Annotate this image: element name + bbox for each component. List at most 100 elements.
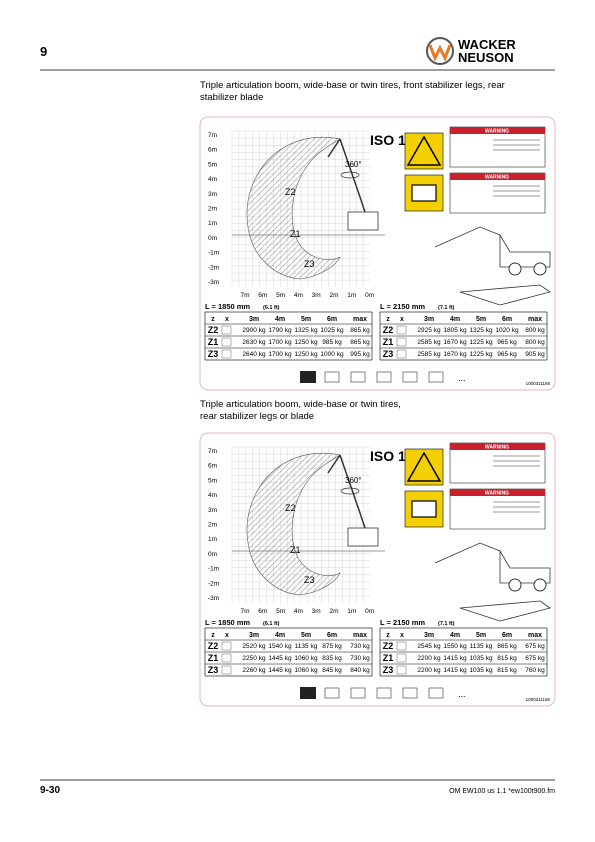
row-zone: Z3 [208,349,219,359]
warning-triangle [406,451,442,482]
file-name: OM EW100 us 1.1 *ew100t900.fm [449,788,555,795]
table-title: L = 1850 mm [205,302,250,311]
y-label: 0m [208,551,217,558]
x-label: 0m [365,608,374,615]
zone-label: Z1 [290,545,301,555]
zone-label: Z2 [285,503,296,513]
row-zone: Z2 [383,641,394,651]
attachment-drawing [459,284,551,306]
table-cell: 1250 kg [294,351,318,358]
table-header: 4m [275,632,285,639]
table-header: max [528,632,542,639]
y-label: 0m [208,235,217,242]
table-cell: 995 kg [350,351,370,358]
table-header: x [225,316,229,323]
table-header: x [400,316,404,323]
x-label: 3m [312,608,321,615]
icon-row-end: ... [458,373,466,383]
warning-header [450,173,545,180]
table-title: L = 1850 mm [205,618,250,627]
row-zone: Z3 [208,665,219,675]
table-header: max [353,632,367,639]
table-cell: 730 kg [350,643,370,650]
table-cell: 1025 kg [320,327,344,334]
icon [376,687,392,699]
x-label: 1m [347,608,356,615]
table-header: 5m [476,632,486,639]
icon [376,371,392,383]
page-number: 9-30 [40,785,60,796]
x-label: 4m [294,292,303,299]
table-cell: 2585 kg [417,339,441,346]
table-header: x [225,632,229,639]
x-label: 2m [329,608,338,615]
table-header: 3m [424,632,434,639]
row-zone: Z1 [208,653,219,663]
table-header: max [528,316,542,323]
table-cell: 1670 kg [443,351,467,358]
rotation-icon [340,487,360,495]
icon [428,371,444,383]
warning-triangle [406,135,442,166]
table-title: L = 2150 mm [380,618,425,627]
table-cell: 1020 kg [495,327,519,334]
table-cell: 985 kg [322,339,342,346]
warning-title: WARNING [485,129,509,135]
table-header: 6m [502,316,512,323]
table-cell: 835 kg [322,655,342,662]
warning-title: WARNING [485,175,509,181]
table-cell: 1000 kg [320,351,344,358]
icon-row-start [300,371,316,383]
manual-book [411,500,437,518]
table-cell: 865 kg [350,339,370,346]
row-icon [221,325,232,335]
table-cell: 2585 kg [417,351,441,358]
x-label: 6m [258,292,267,299]
table-cell: 1325 kg [469,327,493,334]
table-cell: 2545 kg [417,643,441,650]
x-label: 7m [240,608,249,615]
table-cell: 1135 kg [295,643,318,650]
logo-text: WACKER [458,37,516,52]
serial: 1000311156 [526,697,551,702]
table-cell: 800 kg [525,327,545,334]
icon-row-start [300,687,316,699]
x-label: 2m [329,292,338,299]
table-cell: 865 kg [497,643,517,650]
excavator-drawing [434,226,551,268]
table-header: z [386,632,390,639]
y-label: 7m [208,132,217,139]
table-cell: 965 kg [497,351,517,358]
table-cell: 1225 kg [469,339,493,346]
wheel [508,578,522,592]
icon [324,371,340,383]
table-header: 4m [275,316,285,323]
row-zone: Z1 [383,653,394,663]
y-label: -3m [208,279,219,286]
table-cell: 1805 kg [443,327,467,334]
work-envelope [246,137,341,280]
x-label: 5m [276,608,285,615]
y-label: -2m [208,580,219,587]
table-title-ft: (7.1 ft) [438,305,455,311]
table-cell: 1250 kg [294,339,318,346]
row-zone: Z2 [208,641,219,651]
logo-text: NEUSON [458,50,514,65]
row-icon [221,337,232,347]
work-envelope [246,453,341,596]
load-chart-label: Z2 Z1 Z3 360° 7m 6m 5m 4m 3m 2m 1m 0m -1m -2m -3m 7m 6m 5… [199,432,556,707]
rotation-icon [340,171,360,179]
y-label: 7m [208,448,217,455]
table-cell: 1415 kg [443,655,467,662]
table-cell: 2900 kg [242,327,266,334]
serial: 1000311186 [526,381,551,386]
table-title-ft: (7.1 ft) [438,621,455,627]
table-cell: 2200 kg [417,655,441,662]
icon [350,687,366,699]
row-zone: Z3 [383,665,394,675]
table-cell: 1325 kg [294,327,318,334]
table-cell: 2630 kg [242,339,266,346]
y-label: 3m [208,191,217,198]
y-label: -1m [208,566,219,573]
table-header: 5m [476,316,486,323]
